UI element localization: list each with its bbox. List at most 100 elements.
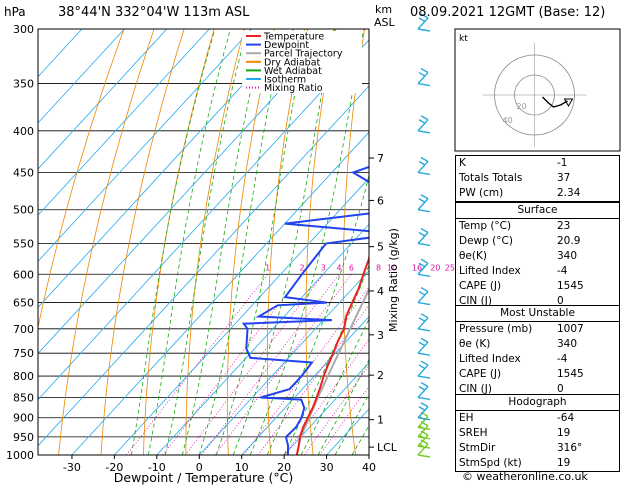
mixing-ratio-line <box>184 274 324 455</box>
wind-barb-staff <box>417 425 429 438</box>
km-tick-label: LCL <box>377 441 398 454</box>
mixing-ratio-tick-label: 4 <box>336 263 341 272</box>
wind-barb-flag <box>420 286 429 293</box>
wind-barb-flag <box>420 13 429 19</box>
x-tick-label: 10 <box>235 461 249 474</box>
wind-barb-staff <box>417 434 429 447</box>
wind-barb-staff <box>417 119 429 132</box>
x-tick-label: 20 <box>277 461 291 474</box>
surface-key: CIN (J) <box>459 295 492 307</box>
wind-barb-flag <box>418 231 426 237</box>
date-title: 08.09.2021 12GMT (Base: 12) <box>410 5 606 20</box>
mixing-ratio-axis-label: Mixing Ratio (g/kg) <box>387 228 400 332</box>
wind-barb-flag <box>418 317 426 322</box>
diagram-grid <box>38 29 369 455</box>
hodograph-frame <box>454 28 621 152</box>
wind-barb-flag <box>418 341 426 347</box>
wind-barb-base <box>417 130 431 134</box>
asl-label: ASL <box>374 16 395 29</box>
wind-barb-flag <box>420 156 429 163</box>
wind-barb-flag <box>418 71 426 77</box>
x-axis-label: Dewpoint / Temperature (°C) <box>114 470 293 485</box>
wind-barb-flag <box>418 364 426 370</box>
legend-entry: Temperature <box>263 32 324 43</box>
surface-row: CIN (J) 0 <box>456 294 619 309</box>
x-tick-label: -10 <box>148 461 166 474</box>
wind-barb-base <box>417 171 431 176</box>
pressure-tick-label: 450 <box>13 167 34 180</box>
wind-barb-flag <box>420 337 429 343</box>
pressure-tick-label: 350 <box>13 78 34 91</box>
wind-barb-staff <box>417 341 429 354</box>
pressure-tick-label: 1000 <box>6 449 34 462</box>
wet-adiabat-line <box>147 29 231 455</box>
wind-barb-base <box>417 445 431 449</box>
surface-row: Temp (°C) 23 <box>456 219 619 234</box>
legend-background <box>242 31 362 93</box>
hodograph-header: Hodograph <box>456 395 619 411</box>
dry-adiabat-line <box>100 29 185 455</box>
surface-key: Temp (°C) <box>459 220 512 232</box>
x-tick-label: -20 <box>105 461 123 474</box>
km-tick-label: 3 <box>377 329 384 342</box>
wind-barb-flag <box>418 17 426 23</box>
pressure-tick-label: 650 <box>13 297 34 310</box>
index-row: K -1 <box>456 156 619 171</box>
most-unstable-value: 1545 <box>557 368 584 380</box>
wind-barb-staff <box>417 406 429 419</box>
wet-adiabat-line <box>317 358 369 455</box>
isotherm-line <box>71 131 369 455</box>
wind-barb-staff <box>417 262 429 275</box>
indices-table: K -1 Totals Totals 37 PW (cm) 2.34 <box>455 155 620 202</box>
isotherm-line <box>38 29 210 216</box>
dewpoint-line <box>241 165 369 455</box>
surface-row: CAPE (J) 1545 <box>456 279 619 294</box>
wet-adiabat-line <box>164 29 248 455</box>
surface-header: Surface <box>456 203 619 219</box>
most-unstable-row: Pressure (mb) 1007 <box>456 322 619 337</box>
pressure-tick-label: 700 <box>13 323 34 336</box>
km-tick-label: 4 <box>377 285 384 298</box>
most-unstable-key: θe (K) <box>459 338 491 350</box>
hodograph-trace <box>542 96 568 108</box>
pressure-tick-label: 750 <box>13 347 34 360</box>
index-key: Totals Totals <box>459 172 523 184</box>
mixing-ratio-tick-label: 16 <box>412 263 422 272</box>
wind-barb-flag <box>420 381 429 388</box>
wet-adiabat-line <box>198 29 286 455</box>
hodograph-value: -64 <box>557 412 575 424</box>
surface-value: -4 <box>557 265 568 277</box>
dry-adiabat-line <box>266 29 305 455</box>
dry-adiabat-line <box>38 29 125 330</box>
wind-barb-flag <box>420 258 429 264</box>
hodograph-kt-label: kt <box>459 34 468 44</box>
most-unstable-row: CAPE (J) 1545 <box>456 367 619 382</box>
mixing-ratio-line <box>162 274 303 455</box>
km-tick-label: 2 <box>377 369 384 382</box>
index-row: PW (cm) 2.34 <box>456 186 619 201</box>
mixing-ratio-line <box>243 286 369 455</box>
isotherm-line <box>199 269 369 455</box>
mixing-ratio-tick-label: 2 <box>300 263 305 272</box>
wind-barb-flag <box>420 402 429 408</box>
plot-frame <box>37 28 370 456</box>
hodograph-key: EH <box>459 412 474 424</box>
dry-adiabat-line <box>143 29 215 455</box>
wind-barb-flag <box>420 360 429 366</box>
isotherm-line <box>283 362 369 455</box>
pressure-tick-label: 550 <box>13 238 34 251</box>
index-row: Totals Totals 37 <box>456 171 619 186</box>
wind-barb-base <box>417 242 431 247</box>
legend-entry: Isotherm <box>264 75 306 86</box>
surface-row: θe(K) 340 <box>456 249 619 264</box>
wind-barb-base <box>417 375 431 379</box>
wind-barb-base <box>417 273 431 277</box>
mixing-ratio-tick-label: 10 <box>387 263 397 272</box>
dry-adiabat-line <box>342 29 366 455</box>
surface-row: Lifted Index -4 <box>456 264 619 279</box>
wind-barb-base <box>417 352 431 356</box>
isotherm-line <box>38 29 125 124</box>
wind-barb-base <box>417 301 431 306</box>
mixing-ratio-tick-label: 8 <box>376 263 381 272</box>
